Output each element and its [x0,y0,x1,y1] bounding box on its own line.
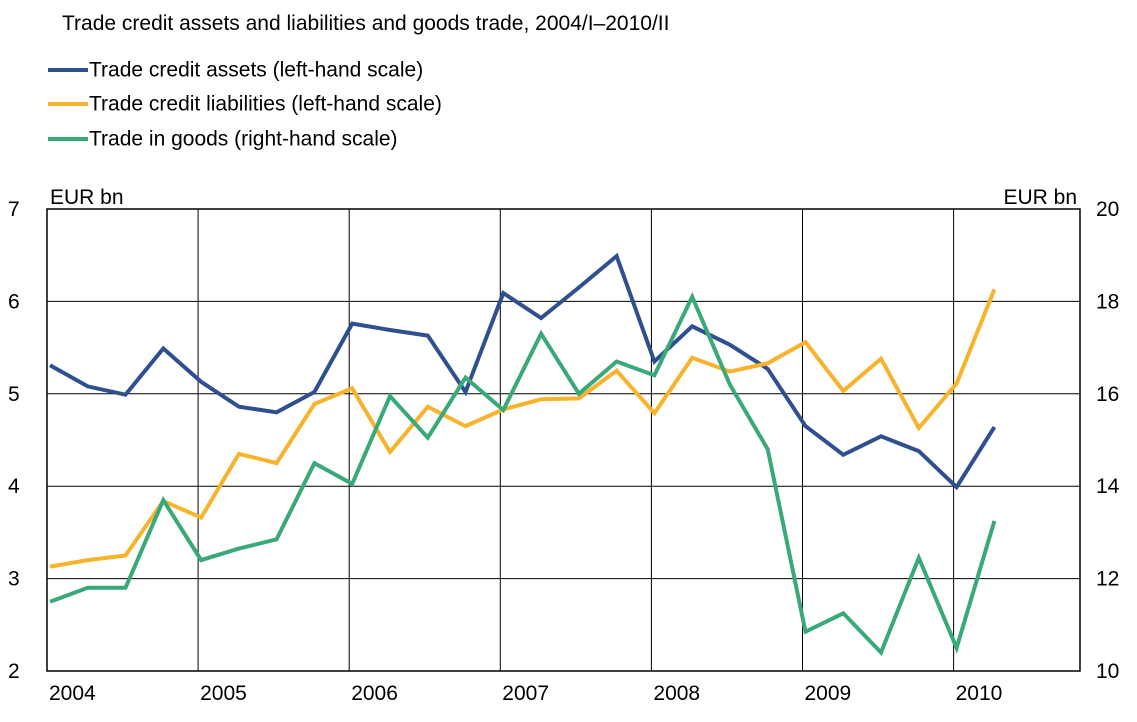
series-line-assets [49,252,997,491]
legend-item-liabilities: Trade credit liabilities (left-hand scal… [48,92,442,122]
x-tick-label: 2005 [200,682,247,705]
x-tick-label: 2006 [351,682,398,705]
x-tick-label: 2009 [805,682,852,705]
series-lines [49,252,997,657]
legend-label-goods: Trade in goods (right-hand scale) [89,127,398,151]
tick-labels: 2 3 4 5 6 7 10 12 14 16 18 20 2004 2005 2006 2007 2008 20… [8,198,1120,705]
legend-label-assets: Trade credit assets (left-hand scale) [89,58,424,82]
y-tick-label-left: 6 [8,290,20,313]
y-tick-label-left: 5 [8,383,20,406]
x-tick-label: 2004 [49,682,96,705]
y-tick-label-left: 2 [8,660,20,683]
grid-lines [47,209,1080,671]
series-line-liabilities [49,288,997,569]
x-tick-label: 2008 [653,682,700,705]
y-tick-label-right: 18 [1096,290,1119,313]
series-line-goods [49,291,997,657]
y-tick-label-right: 14 [1096,475,1120,498]
legend-item-assets: Trade credit assets (left-hand scale) [48,58,423,88]
y-tick-label-left: 4 [8,475,20,498]
legend-label-liabilities: Trade credit liabilities (left-hand scal… [89,92,442,116]
right-axis-unit-label: EUR bn [1003,186,1077,209]
plot-frame [46,208,1081,672]
legend-swatch-goods [48,137,88,142]
left-axis-unit-label: EUR bn [50,186,124,209]
y-tick-label-left: 7 [8,198,20,221]
legend-item-goods: Trade in goods (right-hand scale) [48,127,398,157]
y-tick-label-right: 12 [1096,568,1119,591]
y-tick-label-right: 20 [1096,198,1119,221]
y-tick-label-right: 10 [1096,660,1119,683]
y-tick-label-left: 3 [8,568,20,591]
legend-swatch-liabilities [48,102,88,107]
x-tick-label: 2007 [502,682,549,705]
chart-title: Trade credit assets and liabilities and … [62,12,670,35]
y-tick-label-right: 16 [1096,383,1119,406]
legend-swatch-assets [48,68,88,73]
x-tick-label: 2010 [956,682,1003,705]
